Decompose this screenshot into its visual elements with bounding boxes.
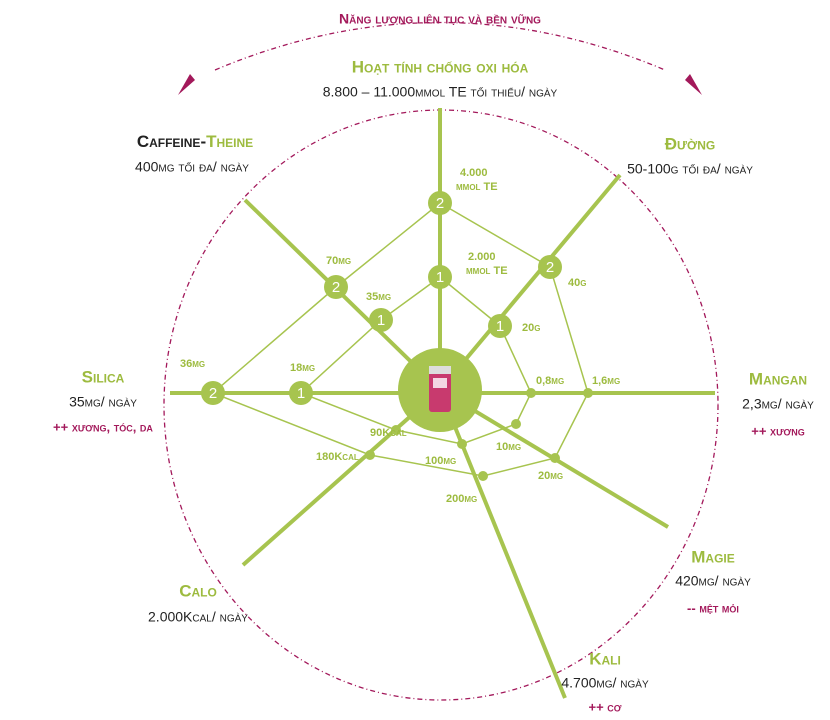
scale-label: 2.000: [468, 251, 496, 263]
scale-label: 180Kcal: [316, 451, 359, 463]
level-label: 2: [332, 279, 340, 296]
scale-label: 40g: [568, 277, 586, 289]
scale-label: 4.000: [460, 167, 488, 179]
name-part: Caffeine-: [137, 132, 206, 151]
scale-label: 70mg: [326, 255, 351, 267]
scale-label: 10mg: [496, 441, 521, 453]
diagram: 1 2 1 2 1 2 1 2 Năng lượng liên tục và b…: [0, 0, 830, 715]
arrow-right: [685, 74, 702, 95]
name-part: Theine: [206, 132, 253, 151]
scale-label: µmol TE: [466, 265, 508, 277]
scale-label: 18mg: [290, 362, 315, 374]
scale-label: 36mg: [180, 358, 205, 370]
node-note: ++ xương, tóc, da: [53, 419, 153, 434]
node-detail: 2.000Kcal/ ngày: [148, 609, 248, 625]
node-detail: 8.800 – 11.000µmol TE tối thiểu/ ngày: [323, 84, 558, 100]
scale-label: 35mg: [366, 291, 391, 303]
node-detail: 400mg tối đa/ ngày: [135, 159, 249, 175]
scale-label: 20mg: [538, 470, 563, 482]
title: Năng lượng liên tục và bền vững: [339, 11, 541, 27]
arrow-left: [178, 74, 195, 95]
scale-label: 20g: [522, 322, 540, 334]
node-detail: 35mg/ ngày: [69, 394, 137, 410]
node-name: Mangan: [749, 369, 807, 388]
node-name: Silica: [82, 367, 125, 386]
scale-label: µmol TE: [456, 181, 498, 193]
node-note: -- mệt mỏi: [687, 600, 739, 615]
level-label: 1: [496, 318, 504, 335]
can: [429, 366, 451, 412]
scale-label: 100mg: [425, 455, 456, 467]
node-detail: 2,3mg/ ngày: [742, 396, 814, 412]
level-label: 1: [377, 312, 385, 329]
node-name: Caffeine-Theine: [137, 132, 253, 151]
node-name: Calo: [179, 581, 217, 600]
level-label: 2: [436, 195, 444, 212]
node-name: Magie: [691, 547, 735, 566]
level-label: 1: [297, 385, 305, 402]
scale-label: 200mg: [446, 493, 477, 505]
scale-label: 90Kcal: [370, 427, 407, 439]
level-label: 2: [209, 385, 217, 402]
node-name: Đường: [665, 134, 715, 153]
scale-label: 0,8mg: [536, 375, 564, 387]
level-label: 1: [436, 269, 444, 286]
node-detail: 50-100g tối đa/ ngày: [627, 161, 753, 177]
node-detail: 420mg/ ngày: [675, 573, 751, 589]
scale-label: 1,6mg: [592, 375, 620, 387]
level-label: 2: [546, 259, 554, 276]
node-name: Hoạt tính chống oxi hóa: [352, 57, 529, 76]
node-note: ++ xương: [751, 423, 804, 438]
node-note: ++ cơ: [589, 699, 622, 714]
node-name: Kali: [589, 649, 621, 668]
node-detail: 4.700mg/ ngày: [561, 675, 649, 691]
